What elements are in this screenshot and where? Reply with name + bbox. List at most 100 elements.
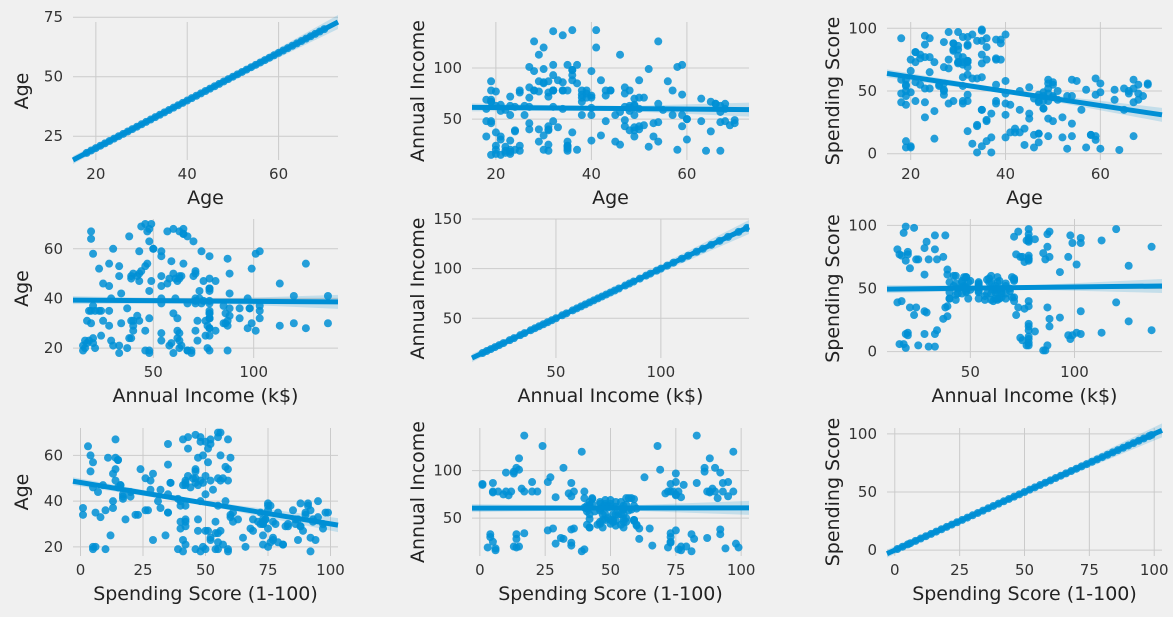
panel-1-3: 20 40 60 0 50 100 Age Spending Score <box>822 17 1163 209</box>
data-point <box>264 524 272 533</box>
data-point <box>563 60 572 69</box>
x-axis-label: Age <box>187 187 224 209</box>
data-point <box>149 244 158 253</box>
data-point <box>558 86 567 95</box>
regression-line <box>72 297 339 305</box>
data-point <box>1024 322 1033 331</box>
data-point <box>939 87 948 95</box>
data-point <box>671 478 680 487</box>
data-point <box>161 531 170 540</box>
data-point <box>175 329 184 338</box>
data-point <box>1045 252 1054 261</box>
data-point <box>1034 129 1043 138</box>
data-point <box>125 232 134 241</box>
data-point <box>89 545 97 554</box>
data-point <box>573 60 582 69</box>
data-point <box>687 547 696 556</box>
data-point <box>713 494 722 503</box>
data-point <box>974 278 983 287</box>
data-point <box>149 536 157 544</box>
x-tick-label: 0 <box>76 561 86 579</box>
data-point <box>177 341 186 350</box>
data-point <box>301 259 310 268</box>
data-point <box>211 326 220 335</box>
data-point <box>156 485 165 494</box>
data-point <box>141 326 150 335</box>
data-point <box>1025 114 1034 123</box>
data-point <box>925 53 934 62</box>
data-point <box>1068 239 1077 248</box>
data-point <box>194 453 202 462</box>
data-point <box>1124 89 1133 98</box>
data-point <box>982 115 991 124</box>
x-tick-label: 60 <box>269 165 288 183</box>
data-point <box>169 224 178 233</box>
data-point <box>109 244 118 253</box>
data-point <box>1124 261 1133 270</box>
data-point <box>164 508 172 517</box>
data-point <box>105 282 114 291</box>
data-point <box>79 510 87 519</box>
data-point <box>930 231 939 240</box>
data-point <box>546 473 555 482</box>
x-tick-label: 50 <box>601 561 620 579</box>
data-point <box>925 34 934 43</box>
data-point <box>992 35 1001 44</box>
data-point <box>901 137 910 146</box>
data-point <box>1096 79 1105 88</box>
data-point <box>977 105 986 114</box>
data-point <box>1096 144 1105 153</box>
data-point <box>1143 80 1152 89</box>
data-point <box>729 487 738 496</box>
y-tick-label: 100 <box>848 216 877 234</box>
data-point <box>1039 249 1048 258</box>
data-point <box>1024 236 1033 245</box>
data-point <box>534 125 543 134</box>
data-point <box>987 109 996 118</box>
data-point <box>671 469 680 478</box>
data-point <box>289 506 297 515</box>
data-point <box>966 276 975 285</box>
data-point <box>702 146 711 155</box>
data-point <box>195 286 204 295</box>
data-point <box>105 259 114 268</box>
data-point <box>259 531 267 540</box>
data-point <box>134 510 142 519</box>
data-point <box>245 304 254 313</box>
data-point <box>223 254 232 263</box>
data-point <box>206 533 215 542</box>
panel-2-1: 50 100 20 40 60 Annual Income (k$) Age <box>11 219 339 407</box>
data-point <box>183 232 192 241</box>
data-point <box>104 453 112 462</box>
data-point <box>924 255 933 264</box>
y-tick-label: 50 <box>858 82 877 100</box>
data-point <box>963 63 972 72</box>
data-point <box>117 319 126 328</box>
regression-line <box>885 428 1164 556</box>
data-point <box>630 132 639 141</box>
data-point <box>211 277 220 286</box>
data-point <box>306 547 315 556</box>
data-point <box>901 222 910 231</box>
data-point <box>963 90 972 99</box>
data-point <box>1044 132 1053 141</box>
data-point <box>111 453 120 462</box>
data-point <box>924 342 933 351</box>
data-point <box>1115 145 1124 154</box>
data-point <box>525 62 534 71</box>
data-point <box>189 237 198 246</box>
data-point <box>1082 85 1091 94</box>
data-point <box>512 463 521 472</box>
data-point <box>716 525 725 534</box>
data-point <box>109 497 117 506</box>
x-tick-label: 25 <box>536 561 555 579</box>
x-tick-label: 0 <box>475 561 485 579</box>
data-point <box>87 234 96 243</box>
data-point <box>668 111 677 120</box>
panel-2-3: 50 100 0 50 100 Annual Income (k$) Spending Sc… <box>822 214 1163 407</box>
data-point <box>1134 80 1143 89</box>
data-point <box>491 128 500 137</box>
data-point <box>648 541 657 550</box>
data-point <box>169 349 178 358</box>
